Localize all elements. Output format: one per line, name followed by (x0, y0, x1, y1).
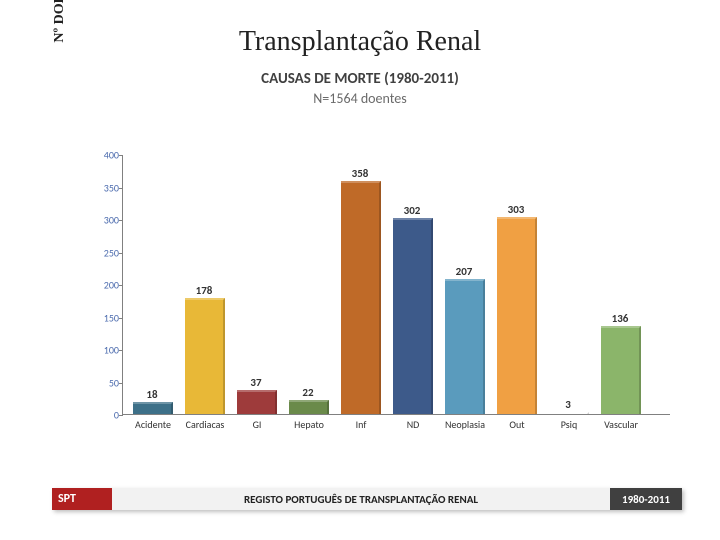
bar: 3 (549, 412, 589, 414)
category-label: ND (387, 419, 439, 430)
bar-value-label: 207 (445, 265, 483, 278)
bar-value-label: 18 (133, 388, 171, 401)
y-tick: 400 (89, 149, 119, 162)
y-tick-mark (119, 383, 123, 384)
bar-value-label: 178 (185, 284, 223, 297)
category-label: Cardiacas (179, 419, 231, 430)
y-tick-mark (119, 318, 123, 319)
y-tick: 150 (89, 311, 119, 324)
bar-value-label: 37 (237, 376, 275, 389)
bar-chart: 05010015020025030035040018Acidente178Car… (82, 155, 670, 455)
bar: 207 (445, 279, 485, 414)
bar: 358 (341, 181, 381, 414)
category-label: Psiq (543, 419, 595, 430)
bar: 136 (601, 326, 641, 414)
bar: 37 (237, 390, 277, 414)
footer-mid: REGISTO PORTUGUÊS DE TRANSPLANTAÇÃO RENA… (112, 488, 610, 510)
y-tick: 200 (89, 279, 119, 292)
y-tick: 100 (89, 344, 119, 357)
bar: 22 (289, 400, 329, 414)
bar-value-label: 303 (497, 203, 535, 216)
bar: 18 (133, 402, 173, 414)
category-label: Acidente (127, 419, 179, 430)
y-tick-mark (119, 188, 123, 189)
y-tick: 250 (89, 246, 119, 259)
bar-value-label: 3 (549, 398, 587, 411)
y-tick-mark (119, 285, 123, 286)
y-tick-mark (119, 415, 123, 416)
y-tick: 350 (89, 181, 119, 194)
y-tick-mark (119, 155, 123, 156)
page-title: Transplantação Renal (0, 0, 720, 58)
slide: Transplantação Renal CAUSAS DE MORTE (19… (0, 0, 720, 540)
footer-bar: SPT REGISTO PORTUGUÊS DE TRANSPLANTAÇÃO … (52, 488, 682, 510)
sample-size: N=1564 doentes (0, 90, 720, 107)
footer-right: 1980-2011 (610, 488, 682, 510)
category-label: GI (231, 419, 283, 430)
y-tick: 0 (89, 409, 119, 422)
y-tick: 50 (89, 376, 119, 389)
footer-left: SPT (52, 488, 112, 510)
y-tick-mark (119, 350, 123, 351)
category-label: Neoplasia (439, 419, 491, 430)
category-label: Out (491, 419, 543, 430)
y-axis-label: Nº DOENTES (52, 0, 68, 150)
category-label: Inf (335, 419, 387, 430)
category-label: Vascular (595, 419, 647, 430)
bar: 302 (393, 218, 433, 414)
plot-area: 05010015020025030035040018Acidente178Car… (122, 155, 670, 415)
subtitle: CAUSAS DE MORTE (1980-2011) (0, 70, 720, 88)
bar-value-label: 136 (601, 312, 639, 325)
category-label: Hepato (283, 419, 335, 430)
y-tick-mark (119, 253, 123, 254)
y-tick-mark (119, 220, 123, 221)
bar-value-label: 358 (341, 167, 379, 180)
bar-value-label: 22 (289, 386, 327, 399)
bar: 303 (497, 217, 537, 414)
bar: 178 (185, 298, 225, 414)
y-tick: 300 (89, 214, 119, 227)
bar-value-label: 302 (393, 204, 431, 217)
